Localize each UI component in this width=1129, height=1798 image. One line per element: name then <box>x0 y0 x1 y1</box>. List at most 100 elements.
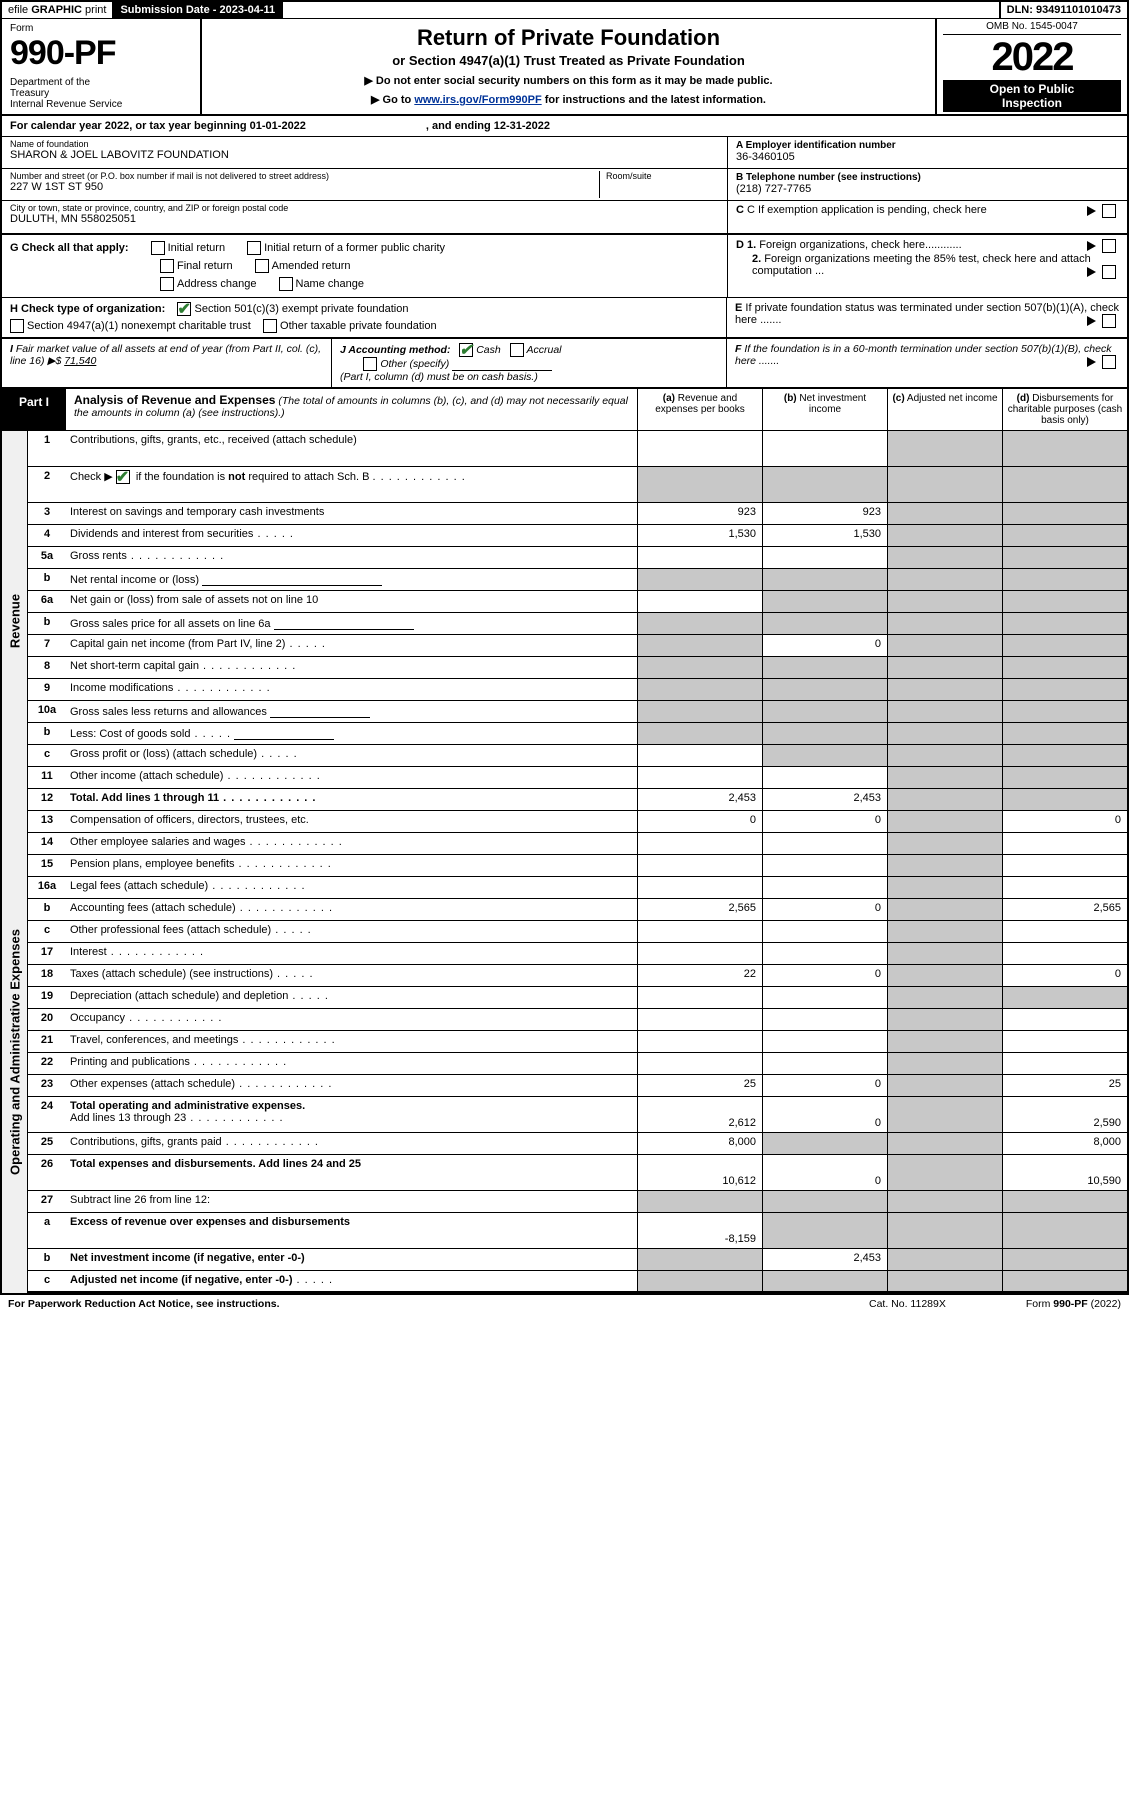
line-desc: Other expenses (attach schedule) <box>66 1075 637 1096</box>
g-o3: Final return <box>177 260 233 272</box>
amount-cell: 923 <box>762 503 887 524</box>
table-row: cAdjusted net income (if negative, enter… <box>28 1271 1127 1293</box>
arrow-icon <box>1087 267 1096 277</box>
checkbox-f[interactable] <box>1102 355 1116 369</box>
table-row: 5aGross rents <box>28 547 1127 569</box>
checkbox-other-taxable[interactable] <box>263 319 277 333</box>
line-desc: Net gain or (loss) from sale of assets n… <box>66 591 637 612</box>
footer-left: For Paperwork Reduction Act Notice, see … <box>8 1298 280 1310</box>
checkbox-name-change[interactable] <box>279 277 293 291</box>
table-row: 22Printing and publications <box>28 1053 1127 1075</box>
foundation-name-cell: Name of foundation SHARON & JOEL LABOVIT… <box>2 137 727 169</box>
d2-text: Foreign organizations meeting the 85% te… <box>752 253 1091 277</box>
table-row: 11Other income (attach schedule) <box>28 767 1127 789</box>
room-label: Room/suite <box>606 171 719 181</box>
checkbox-sch-b[interactable] <box>116 470 130 484</box>
checkbox-other-method[interactable] <box>363 357 377 371</box>
checkbox-c[interactable] <box>1102 204 1116 218</box>
form-container: Form 990-PF Department of theTreasuryInt… <box>0 18 1129 1295</box>
telephone-cell: B Telephone number (see instructions) (2… <box>728 169 1127 201</box>
checkbox-4947[interactable] <box>10 319 24 333</box>
table-row: 3Interest on savings and temporary cash … <box>28 503 1127 525</box>
line-desc: Printing and publications <box>66 1053 637 1074</box>
line-desc: Net short-term capital gain <box>66 657 637 678</box>
col-a-header: (a) Revenue and expenses per books <box>637 389 762 430</box>
line-desc: Dividends and interest from securities <box>66 525 637 546</box>
table-row: aExcess of revenue over expenses and dis… <box>28 1213 1127 1249</box>
table-row: 18Taxes (attach schedule) (see instructi… <box>28 965 1127 987</box>
g-o5: Address change <box>177 278 257 290</box>
line-desc: Total operating and administrative expen… <box>66 1097 637 1132</box>
i-cell: I Fair market value of all assets at end… <box>2 339 332 387</box>
checkbox-e[interactable] <box>1102 314 1116 328</box>
j-other: Other (specify) <box>380 358 449 370</box>
amount-cell: 0 <box>762 1155 887 1190</box>
arrow-icon <box>1087 206 1096 216</box>
checkbox-initial-return[interactable] <box>151 241 165 255</box>
city-label: City or town, state or province, country… <box>10 203 719 213</box>
amount-cell: 1,530 <box>637 525 762 546</box>
amount-cell: 1,530 <box>762 525 887 546</box>
amount-cell: 0 <box>762 899 887 920</box>
checkbox-accrual[interactable] <box>510 343 524 357</box>
d1-text: Foreign organizations, check here.......… <box>759 239 961 251</box>
table-row: 10aGross sales less returns and allowanc… <box>28 701 1127 723</box>
efile-print-label[interactable]: efile GRAPHIC print <box>2 2 114 18</box>
checkbox-d1[interactable] <box>1102 239 1116 253</box>
ijf-row: I Fair market value of all assets at end… <box>2 339 1127 389</box>
form-title: Return of Private Foundation <box>214 25 923 51</box>
instruction-line-1: ▶ Do not enter social security numbers o… <box>214 74 923 87</box>
entity-block: Name of foundation SHARON & JOEL LABOVIT… <box>2 137 1127 235</box>
table-row: 9Income modifications <box>28 679 1127 701</box>
checkbox-cash[interactable] <box>459 343 473 357</box>
checkbox-amended[interactable] <box>255 259 269 273</box>
name-label: Name of foundation <box>10 139 719 149</box>
checkbox-address-change[interactable] <box>160 277 174 291</box>
amount-cell: 2,565 <box>1002 899 1127 920</box>
line-desc: Other employee salaries and wages <box>66 833 637 854</box>
amount-cell: 2,590 <box>1002 1097 1127 1132</box>
amount-cell: 0 <box>762 965 887 986</box>
table-row: 8Net short-term capital gain <box>28 657 1127 679</box>
amount-cell: 0 <box>1002 811 1127 832</box>
line-desc: Net rental income or (loss) <box>66 569 637 590</box>
line-desc: Compensation of officers, directors, tru… <box>66 811 637 832</box>
amount-cell: 0 <box>762 1075 887 1096</box>
table-row: 20Occupancy <box>28 1009 1127 1031</box>
exemption-pending-cell: C C If exemption application is pending,… <box>728 201 1127 233</box>
checkbox-final-return[interactable] <box>160 259 174 273</box>
page-footer: For Paperwork Reduction Act Notice, see … <box>0 1295 1129 1313</box>
department-label: Department of theTreasuryInternal Revenu… <box>10 77 192 110</box>
line-desc: Occupancy <box>66 1009 637 1030</box>
checkbox-d2[interactable] <box>1102 265 1116 279</box>
line-desc: Accounting fees (attach schedule) <box>66 899 637 920</box>
amount-cell: 0 <box>762 1097 887 1132</box>
amount-cell: 25 <box>1002 1075 1127 1096</box>
checkbox-501c3[interactable] <box>177 302 191 316</box>
col-c-header: (c) Adjusted net income <box>887 389 1002 430</box>
line-desc: Pension plans, employee benefits <box>66 855 637 876</box>
ein-cell: A Employer identification number 36-3460… <box>728 137 1127 169</box>
g-label: G Check all that apply: <box>10 242 129 254</box>
e-cell: E If private foundation status was termi… <box>727 298 1127 337</box>
address-cell: Number and street (or P.O. box number if… <box>2 169 727 201</box>
g-o1: Initial return <box>168 242 225 254</box>
line-desc: Interest on savings and temporary cash i… <box>66 503 637 524</box>
city-value: DULUTH, MN 558025051 <box>10 213 719 225</box>
line-desc: Total expenses and disbursements. Add li… <box>66 1155 637 1190</box>
part1-desc: Analysis of Revenue and Expenses (The to… <box>66 389 637 430</box>
footer-right: Form 990-PF (2022) <box>1026 1298 1121 1310</box>
form-subtitle: or Section 4947(a)(1) Trust Treated as P… <box>214 53 923 68</box>
expenses-side-label: Operating and Administrative Expenses <box>2 811 28 1293</box>
form-instructions-link[interactable]: www.irs.gov/Form990PF <box>414 94 541 106</box>
amount-cell: 10,612 <box>637 1155 762 1190</box>
line-desc: Travel, conferences, and meetings <box>66 1031 637 1052</box>
efile-graphic: GRAPHIC <box>31 4 82 16</box>
amount-cell: 2,453 <box>762 1249 887 1270</box>
c-text: C If exemption application is pending, c… <box>747 204 987 216</box>
checkbox-initial-former[interactable] <box>247 241 261 255</box>
line-desc: Depreciation (attach schedule) and deple… <box>66 987 637 1008</box>
table-row: 12Total. Add lines 1 through 112,4532,45… <box>28 789 1127 811</box>
table-row: cOther professional fees (attach schedul… <box>28 921 1127 943</box>
amount-cell: 2,612 <box>637 1097 762 1132</box>
